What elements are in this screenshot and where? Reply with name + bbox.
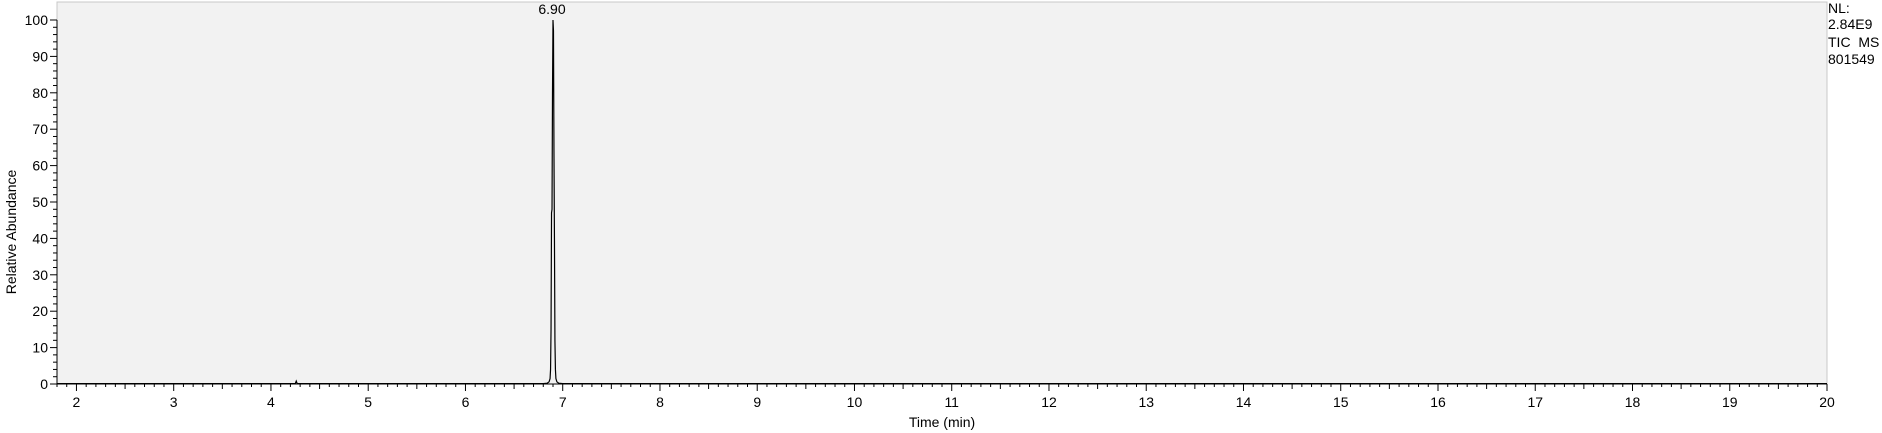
x-axis-title: Time (min) (909, 414, 975, 430)
x-tick-label: 19 (1722, 394, 1738, 410)
y-tick-label: 40 (32, 230, 48, 246)
nl-value: 2.84E9 (1828, 16, 1873, 32)
x-tick-label: 10 (847, 394, 863, 410)
x-tick-label: 11 (944, 394, 959, 410)
y-axis-title: Relative Abundance (3, 170, 19, 295)
trace-type: TIC MS (1828, 34, 1879, 50)
x-tick-label: 7 (559, 394, 567, 410)
x-tick-label: 18 (1625, 394, 1641, 410)
x-tick-label: 2 (73, 394, 81, 410)
y-tick-label: 60 (32, 158, 48, 174)
x-tick-label: 5 (364, 394, 372, 410)
x-tick-label: 9 (753, 394, 761, 410)
x-tick-label: 14 (1236, 394, 1252, 410)
sample-id: 801549 (1828, 51, 1875, 67)
y-tick-label: 100 (25, 12, 49, 28)
x-tick-label: 3 (170, 394, 178, 410)
y-tick-label: 50 (32, 194, 48, 210)
y-tick-label: 20 (32, 303, 48, 319)
y-tick-label: 10 (32, 340, 48, 356)
x-tick-label: 16 (1430, 394, 1446, 410)
y-tick-label: 80 (32, 85, 48, 101)
peak-label: 6.90 (538, 1, 565, 17)
x-tick-label: 12 (1041, 394, 1057, 410)
x-tick-label: 4 (267, 394, 275, 410)
y-ticks: 0 10 20 30 40 50 60 70 80 90 100 (25, 12, 57, 392)
x-tick-label: 15 (1333, 394, 1349, 410)
x-tick-label: 8 (656, 394, 664, 410)
x-tick-label: 13 (1138, 394, 1154, 410)
y-tick-label: 90 (32, 48, 48, 64)
x-tick-label: 20 (1819, 394, 1835, 410)
y-tick-label: 30 (32, 267, 48, 283)
x-tick-label: 6 (462, 394, 470, 410)
x-tick-label: 17 (1527, 394, 1543, 410)
y-tick-label: 0 (40, 376, 48, 392)
annotations: 6.90 (538, 1, 565, 17)
y-tick-label: 70 (32, 121, 48, 137)
x-ticks: 2 3 4 5 6 7 8 9 10 11 12 13 14 15 16 17 18 19 20 (56, 384, 1835, 410)
plot-area (56, 1, 1828, 385)
nl-label: NL: (1828, 0, 1850, 16)
